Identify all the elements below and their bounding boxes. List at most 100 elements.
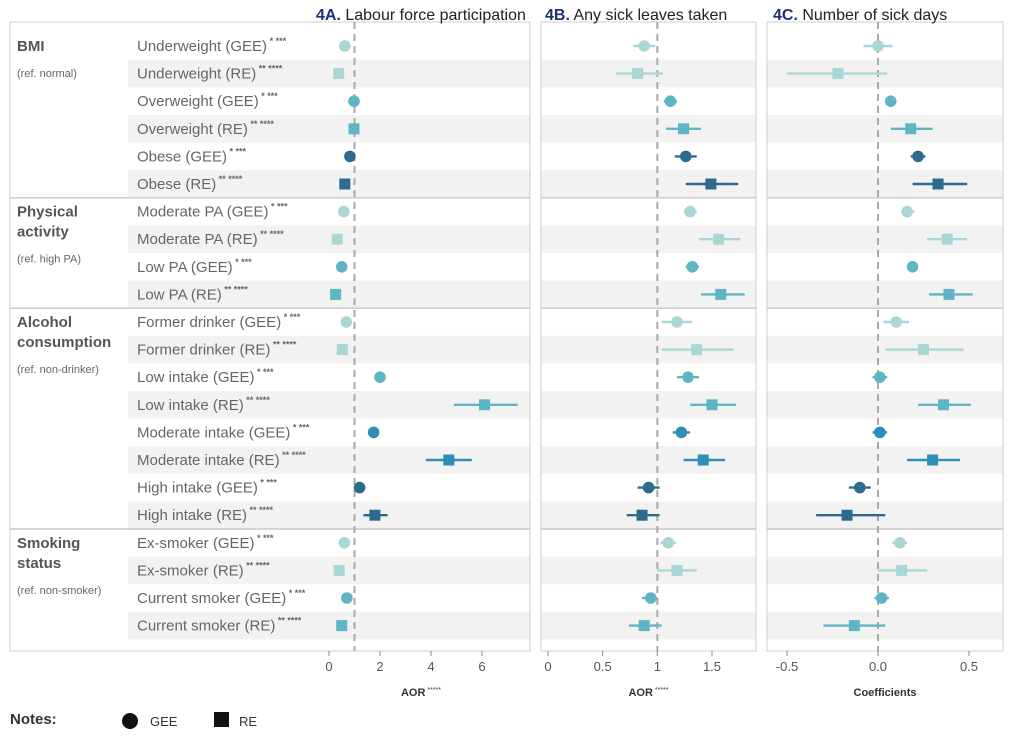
- x-tick-label: 0.5: [960, 659, 978, 674]
- point-estimate-gee: [872, 40, 884, 52]
- row-label-superscript: * ***: [286, 588, 306, 598]
- point-estimate-re: [918, 344, 929, 356]
- point-estimate-re: [715, 288, 727, 300]
- row-label: Current smoker (RE) ** ****: [137, 616, 302, 635]
- point-estimate-gee: [890, 316, 902, 328]
- row-label: Underweight (GEE) * ***: [137, 36, 287, 55]
- row-band: [128, 59, 530, 88]
- point-estimate-re: [927, 454, 939, 466]
- point-estimate-gee: [348, 95, 360, 107]
- row-label-superscript: ** ****: [275, 616, 302, 626]
- row-label-superscript: * ***: [290, 422, 310, 432]
- panel-title: 4B. Any sick leaves taken: [545, 7, 727, 24]
- x-tick-label: 2: [376, 659, 383, 674]
- point-estimate-re: [638, 620, 650, 632]
- row-band: [767, 446, 1003, 474]
- point-estimate-gee: [684, 205, 696, 218]
- point-estimate-re: [713, 233, 725, 245]
- point-estimate-re: [632, 68, 644, 80]
- panel-b-frame: [540, 21, 757, 652]
- x-tick-label: 0.0: [869, 659, 887, 674]
- group-reference-note: (ref. high PA): [17, 254, 81, 266]
- x-axis-label: Coefficients: [854, 687, 917, 699]
- row-label-superscript: ** ****: [244, 395, 271, 405]
- point-estimate-gee: [340, 316, 353, 328]
- point-estimate-re: [369, 509, 381, 521]
- row-label-superscript: ** ****: [258, 229, 285, 239]
- point-estimate-re: [841, 509, 853, 521]
- group-label: Alcohol: [17, 314, 72, 331]
- point-estimate-re: [705, 178, 717, 190]
- point-estimate-gee: [344, 150, 356, 163]
- point-estimate-gee: [906, 261, 919, 273]
- row-label-superscript: ** ****: [248, 119, 275, 129]
- x-tick-label: -0.5: [776, 659, 798, 674]
- panel-a-frame: [9, 21, 531, 652]
- panel-title: 4A. Labour force participation: [316, 7, 526, 24]
- point-estimate-re: [697, 454, 709, 466]
- point-estimate-gee: [679, 150, 692, 163]
- row-label: Former drinker (RE) ** ****: [137, 340, 297, 359]
- point-estimate-gee: [901, 205, 913, 218]
- row-label-superscript: ** ****: [270, 340, 297, 350]
- point-estimate-re: [331, 233, 343, 245]
- row-label-superscript: ** ****: [222, 284, 249, 294]
- point-estimate-re: [333, 68, 345, 80]
- point-estimate-gee: [638, 40, 651, 52]
- row-label: Low PA (GEE) * ***: [137, 257, 252, 276]
- row-label: Former drinker (GEE) * ***: [137, 312, 301, 331]
- x-tick-label: 0: [544, 659, 551, 674]
- row-label: High intake (RE) ** ****: [137, 505, 274, 524]
- point-estimate-re: [832, 68, 844, 80]
- point-estimate-gee: [682, 371, 694, 384]
- group-reference-note: (ref. non-smoker): [17, 585, 101, 597]
- row-label-superscript: * ***: [227, 146, 247, 156]
- row-label: Ex-smoker (GEE) * ***: [137, 533, 274, 552]
- panel-title-number: 4A.: [316, 7, 341, 24]
- row-label: Low intake (GEE) * ***: [137, 367, 274, 386]
- row-label: Moderate intake (RE) ** ****: [137, 450, 306, 469]
- legend-re-label: RE: [239, 714, 257, 729]
- point-estimate-gee: [353, 481, 366, 494]
- row-band: [128, 170, 530, 198]
- group-label: BMI: [17, 38, 45, 55]
- legend-re-symbol: [214, 712, 229, 727]
- point-estimate-re: [336, 344, 348, 356]
- x-axis-label: AOR *****: [401, 687, 441, 699]
- row-band: [128, 556, 530, 585]
- row-label: Obese (GEE) * ***: [137, 146, 247, 165]
- point-estimate-gee: [875, 592, 888, 604]
- row-band: [541, 115, 756, 143]
- row-label-superscript: ** ****: [256, 64, 283, 74]
- point-estimate-gee: [894, 537, 906, 549]
- panel-title: 4C. Number of sick days: [773, 7, 947, 24]
- x-tick-label: 1: [654, 659, 661, 674]
- group-reference-note: (ref. non-drinker): [17, 364, 99, 376]
- row-band: [128, 335, 530, 364]
- point-estimate-re: [443, 454, 455, 466]
- gridline-layer: [328, 22, 970, 656]
- row-label: Underweight (RE) ** ****: [137, 64, 283, 83]
- row-band: [128, 280, 530, 309]
- row-band: [128, 115, 530, 143]
- legend-gee-label: GEE: [150, 714, 178, 729]
- row-band: [128, 501, 530, 529]
- row-label-superscript: ** ****: [244, 560, 271, 570]
- row-label-superscript: ** ****: [216, 174, 243, 184]
- point-estimate-gee: [374, 371, 386, 384]
- row-label: Overweight (GEE) * ***: [137, 91, 278, 110]
- point-estimate-re: [339, 178, 351, 190]
- panel-title-number: 4B.: [545, 7, 570, 24]
- point-estimate-gee: [671, 316, 683, 328]
- x-tick-label: 0: [325, 659, 332, 674]
- row-label-superscript: * ***: [267, 36, 287, 46]
- point-estimate-gee: [854, 481, 866, 494]
- point-estimate-gee: [662, 537, 675, 549]
- row-label: Low intake (RE) ** ****: [137, 395, 270, 414]
- row-label-superscript: * ***: [255, 533, 275, 543]
- row-label: Moderate intake (GEE) * ***: [137, 422, 310, 441]
- point-estimate-gee: [686, 261, 699, 273]
- point-estimate-gee: [675, 426, 688, 439]
- panel-title-number: 4C.: [773, 7, 798, 24]
